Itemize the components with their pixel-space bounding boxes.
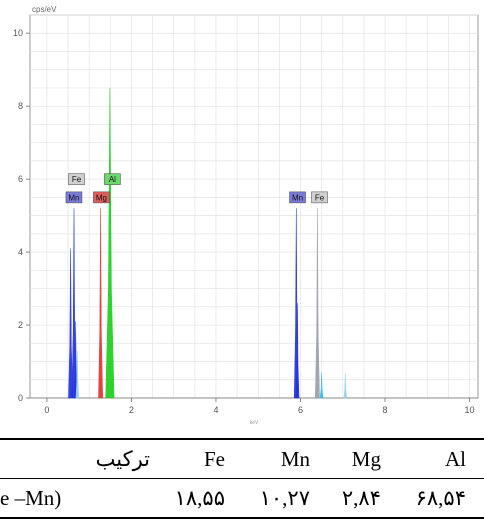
header-fe: Fe bbox=[158, 438, 243, 479]
element-label: Fe bbox=[315, 193, 325, 202]
eds-spectrum-chart: 0 2 4 6 8 10 0 2 4 6 8 10 cps/eV keV Fe Mn Mg Al Mn Fe bbox=[13, 5, 479, 426]
cell-composition: e –Mn) bbox=[0, 478, 158, 519]
x-tick-label: 4 bbox=[213, 405, 218, 415]
spectrum-peak bbox=[295, 303, 300, 399]
spectrum-peak bbox=[343, 372, 348, 399]
composition-table: ترکیب Fe Mn Mg Al e –Mn) ۱۸,۵۵ ۱۰,۲۷ ۲,۸… bbox=[0, 438, 484, 519]
y-tick-label: 2 bbox=[18, 320, 23, 330]
cell-al: ۶۸,۵۴ bbox=[398, 478, 484, 519]
x-axis-label: keV bbox=[250, 420, 259, 426]
x-tick-label: 0 bbox=[44, 405, 49, 415]
x-tick-label: 6 bbox=[298, 405, 303, 415]
cell-mg: ۲,۸۴ bbox=[328, 478, 399, 519]
header-al: Al bbox=[398, 438, 484, 479]
header-mn: Mn bbox=[243, 438, 328, 479]
element-label: Mn bbox=[292, 193, 303, 202]
element-label-box bbox=[311, 191, 328, 204]
element-label-box bbox=[65, 191, 83, 204]
element-label: Mg bbox=[96, 193, 107, 202]
y-tick-label: 4 bbox=[18, 247, 23, 257]
spectrum-peak bbox=[319, 372, 324, 399]
y-axis-label: cps/eV bbox=[32, 5, 57, 14]
spectrum-peak bbox=[98, 208, 104, 399]
cell-mn: ۱۰,۲۷ bbox=[243, 478, 328, 519]
element-label: Al bbox=[109, 175, 116, 184]
table-header-row: ترکیب Fe Mn Mg Al bbox=[0, 438, 484, 479]
y-tick-label: 0 bbox=[18, 393, 23, 403]
header-mg: Mg bbox=[328, 438, 399, 479]
y-tick-label: 8 bbox=[18, 101, 23, 111]
element-label-box bbox=[289, 191, 306, 204]
element-label-box bbox=[104, 173, 121, 185]
table-row: e –Mn) ۱۸,۵۵ ۱۰,۲۷ ۲,۸۴ ۶۸,۵۴ bbox=[0, 478, 484, 519]
plot-frame bbox=[29, 14, 479, 399]
spectrum-peak bbox=[105, 87, 115, 399]
element-label-box bbox=[68, 173, 85, 185]
spectrum-peak bbox=[314, 208, 320, 399]
cell-fe: ۱۸,۵۵ bbox=[158, 478, 243, 519]
element-label-box bbox=[93, 191, 110, 204]
y-tick-label: 6 bbox=[18, 174, 23, 184]
x-tick-label: 8 bbox=[383, 405, 388, 415]
element-label: Mn bbox=[68, 193, 79, 202]
y-tick-label: 10 bbox=[13, 28, 23, 38]
x-tick-label: 10 bbox=[465, 405, 475, 415]
x-tick-label: 2 bbox=[129, 405, 134, 415]
spectrum-peak bbox=[75, 350, 80, 399]
header-composition: ترکیب bbox=[0, 438, 158, 479]
element-label: Fe bbox=[72, 175, 82, 184]
